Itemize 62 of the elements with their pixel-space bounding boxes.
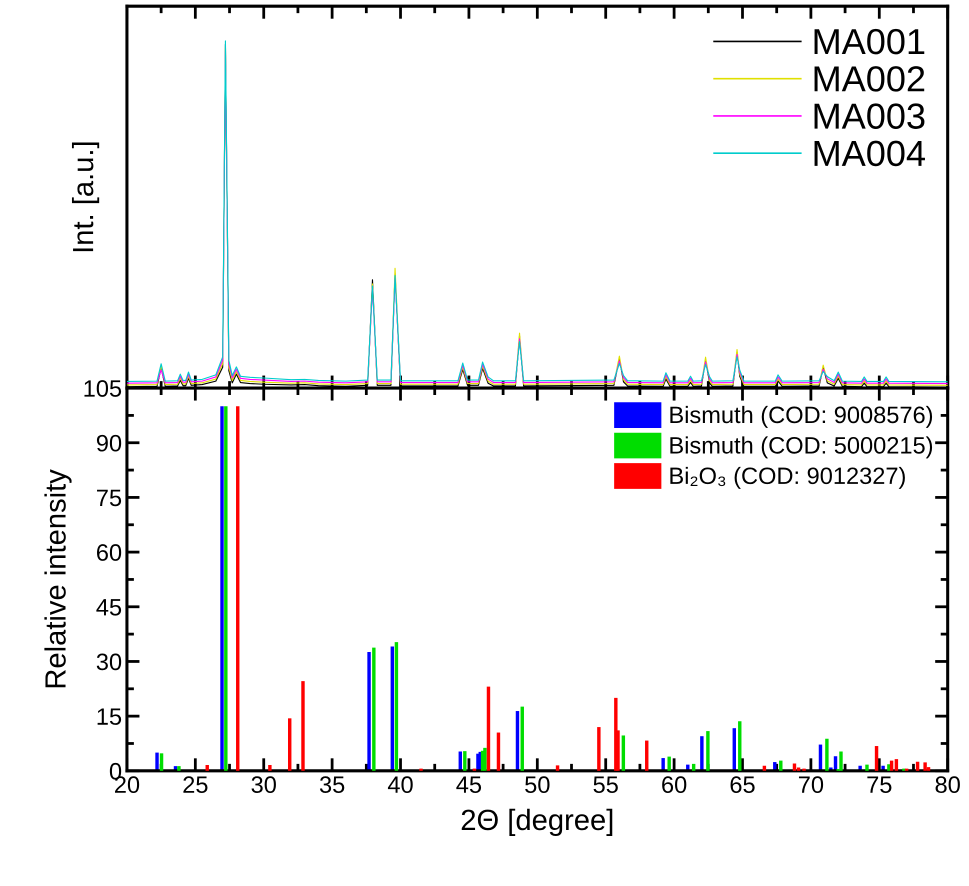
x-tick-label: 35 — [320, 776, 344, 794]
bar — [268, 764, 272, 771]
bar — [367, 652, 371, 771]
bar — [224, 406, 228, 771]
y-tick-label: 105 — [84, 380, 122, 397]
bar — [762, 766, 766, 771]
x-tick-label: 45 — [456, 776, 482, 794]
bar — [779, 760, 783, 771]
bar — [645, 740, 648, 771]
bar — [458, 752, 462, 771]
bar — [923, 762, 927, 771]
x-tick-label: 75 — [867, 776, 892, 794]
legend-label: MA004 — [814, 140, 925, 166]
bar — [732, 728, 736, 771]
bar — [160, 753, 164, 771]
bar — [916, 762, 920, 771]
bar — [597, 727, 601, 771]
bar — [692, 764, 696, 771]
x-tick-label: 60 — [662, 776, 686, 794]
y-axis-title: Int. [a.u.] — [72, 142, 100, 252]
y-tick-label: 75 — [97, 490, 122, 506]
bar — [463, 751, 467, 771]
bar — [700, 736, 704, 771]
bar — [390, 646, 394, 771]
y-tick-label: 30 — [96, 654, 122, 670]
bar — [556, 765, 560, 771]
legend-label: MA003 — [814, 103, 924, 129]
bar — [520, 706, 524, 771]
bar — [177, 766, 181, 771]
bar — [394, 642, 398, 771]
legend-label: Bismuth (COD: 9008576) — [670, 406, 932, 428]
x-tick-label: 55 — [594, 776, 618, 794]
bar — [825, 738, 829, 771]
bar — [706, 731, 710, 771]
bar — [288, 718, 292, 771]
x-tick-label: 25 — [183, 776, 208, 794]
y-tick-label: 45 — [96, 599, 122, 616]
bar — [738, 721, 742, 771]
legend-label: Bi₂O₃ (COD: 9012327) — [670, 466, 905, 489]
x-tick-label: 65 — [730, 776, 755, 794]
x-tick-label: 80 — [936, 776, 960, 794]
x-axis-title: 2Θ [degree] — [462, 808, 612, 836]
y-tick-label: 60 — [97, 544, 122, 561]
x-tick-label: 40 — [388, 776, 413, 794]
y-tick-label: 90 — [96, 434, 122, 452]
bar — [483, 748, 487, 771]
bar — [622, 735, 626, 771]
bar — [236, 406, 240, 771]
y-tick-label: 15 — [98, 708, 122, 725]
legend-label: MA002 — [814, 66, 924, 92]
bar — [874, 746, 878, 771]
bar — [372, 648, 376, 771]
x-tick-label: 70 — [798, 776, 824, 794]
x-tick-label: 50 — [525, 776, 550, 794]
bar — [206, 764, 209, 771]
legend-label: Bismuth (COD: 5000215) — [670, 436, 932, 458]
bar — [661, 758, 665, 771]
bar — [667, 756, 671, 771]
x-tick-label: 30 — [252, 776, 276, 794]
y-axis-title: Relative intensity — [44, 469, 72, 688]
legend-label: MA001 — [814, 28, 924, 54]
bar — [796, 768, 800, 771]
